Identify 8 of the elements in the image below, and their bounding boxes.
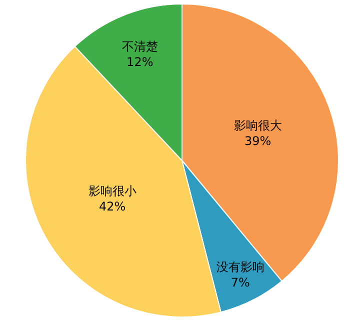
data-label: 12%: [126, 54, 154, 69]
slice-label: 没有影响: [216, 260, 264, 274]
data-label: 7%: [230, 276, 250, 290]
slice-label: 影响很大: [234, 118, 282, 132]
slice-label: 影响很小: [88, 184, 136, 198]
data-label: 39%: [244, 134, 272, 148]
slice-label: 不清楚: [122, 39, 158, 54]
data-label: 42%: [99, 200, 126, 214]
